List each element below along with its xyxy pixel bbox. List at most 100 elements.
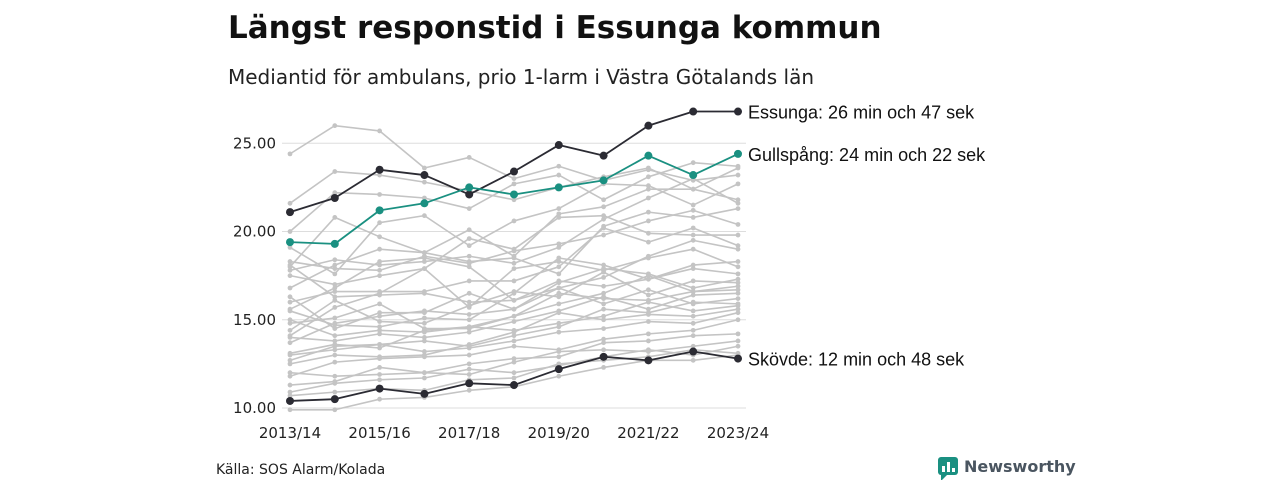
background-series-6 [287, 176, 741, 273]
background-series-16 [287, 269, 741, 333]
background-series-16-point [735, 280, 741, 286]
background-series-6-point [646, 195, 651, 201]
y-axis-ticks: 10.00 15.00 20.00 25.00 [233, 134, 276, 417]
series-essunga-point [420, 171, 429, 180]
series-sk-vde [286, 347, 742, 405]
background-series-10-point [287, 299, 293, 305]
background-series-23-point [511, 329, 517, 335]
background-series-24-point [287, 373, 293, 379]
background-series-9-point [377, 273, 382, 279]
background-series-18-point [332, 315, 338, 321]
background-series-29-point [377, 396, 382, 402]
background-series-23-point [287, 361, 293, 367]
background-series-21-point [422, 338, 427, 344]
background-series-1-point [466, 155, 472, 160]
background-series-24-point [646, 331, 651, 337]
series-gullsp-ng-point [330, 239, 339, 248]
background-series-14-point [735, 271, 741, 277]
background-series-6-point [466, 253, 472, 259]
background-series-17-point [332, 333, 338, 339]
background-series-29-point [332, 407, 338, 413]
highlighted-series-labels: Essunga: 26 min och 47 sek Gullspång: 24 … [748, 103, 986, 370]
background-series-25-point [690, 333, 696, 339]
background-series-19-point [646, 306, 651, 312]
x-tick-label: 2017/18 [438, 424, 500, 442]
background-series-26-point [690, 343, 696, 349]
background-series-13-point [646, 255, 651, 261]
background-series-13-point [556, 259, 562, 264]
background-series-13-point [690, 246, 696, 252]
background-series-12-point [332, 294, 338, 300]
background-series-4-point [690, 202, 696, 208]
background-series-10 [287, 225, 741, 305]
background-series-14-point [646, 276, 651, 282]
background-series-23-point [601, 317, 606, 323]
background-series-9-point [511, 246, 517, 252]
background-series-4-point [377, 220, 382, 226]
series-essunga-point [465, 190, 474, 199]
background-series-15-point [690, 285, 696, 291]
background-series-24-point [377, 356, 382, 361]
background-series-4-point [332, 271, 338, 277]
background-series-4-point [422, 213, 427, 219]
background-series-17-point [556, 301, 562, 307]
background-series-1-point [287, 151, 293, 157]
background-series-9-point [556, 215, 562, 220]
background-series-30-point [377, 342, 382, 347]
background-series-2-point [287, 200, 293, 206]
background-series-15-point [466, 290, 472, 296]
background-series-27-point [735, 343, 741, 349]
background-series-15-point [735, 276, 741, 282]
y-tick-label: 10.00 [233, 399, 276, 417]
background-series-18-point [287, 320, 293, 326]
background-series-28-point [332, 389, 338, 395]
background-series-19-point [511, 319, 517, 324]
background-series-4-point [735, 181, 741, 187]
background-series-18-point [735, 287, 741, 293]
background-series-23-point [690, 313, 696, 319]
background-series-1-point [511, 176, 517, 181]
background-series-23-point [646, 312, 651, 317]
background-series-10-point [646, 239, 651, 245]
background-series-20-point [556, 285, 562, 291]
x-axis-ticks: 2013/14 2015/16 2017/18 2019/20 2021/22 2023/… [259, 424, 769, 442]
background-series-2-point [332, 169, 338, 174]
background-series-25-point [332, 373, 338, 379]
background-series-25-point [735, 331, 741, 337]
background-series-30 [287, 310, 741, 358]
background-series-16-point [422, 320, 427, 326]
background-series-8-point [735, 222, 741, 227]
background-series-1-point [556, 163, 562, 169]
background-series-13-point [332, 305, 338, 310]
background-series-22-point [601, 313, 606, 319]
background-series-29-point [690, 357, 696, 363]
background-series-1-point [735, 172, 741, 178]
background-series-9-point [601, 213, 606, 219]
background-series-10-point [690, 225, 696, 231]
background-series-2-point [511, 197, 517, 203]
series-essunga-point [375, 165, 384, 174]
background-series-25-point [646, 338, 651, 344]
background-series-6-point [601, 216, 606, 222]
series-essunga-label: Essunga: 26 min och 47 sek [748, 103, 975, 123]
background-series-19-point [377, 331, 382, 337]
background-series-28-point [556, 361, 562, 367]
background-series-8-point [690, 207, 696, 213]
background-series-16-point [287, 327, 293, 333]
chart-title: Längst responstid i Essunga kommun [228, 10, 882, 46]
background-series-29-point [287, 407, 293, 413]
background-series-16-point [690, 278, 696, 284]
series-sk-vde-point [644, 356, 653, 365]
background-series-21-point [556, 324, 562, 330]
background-series-7-point [690, 215, 696, 220]
background-series-12-point [287, 262, 293, 268]
background-series-30-point [690, 320, 696, 326]
background-series-6-point [287, 267, 293, 273]
background-series-3-point [601, 197, 606, 203]
background-series-9-point [332, 282, 338, 287]
x-tick-label: 2015/16 [348, 424, 410, 442]
background-series-27-point [422, 375, 427, 381]
background-series-13-point [735, 264, 741, 270]
background-series-1-point [332, 123, 338, 129]
background-series-4-point [646, 183, 651, 189]
